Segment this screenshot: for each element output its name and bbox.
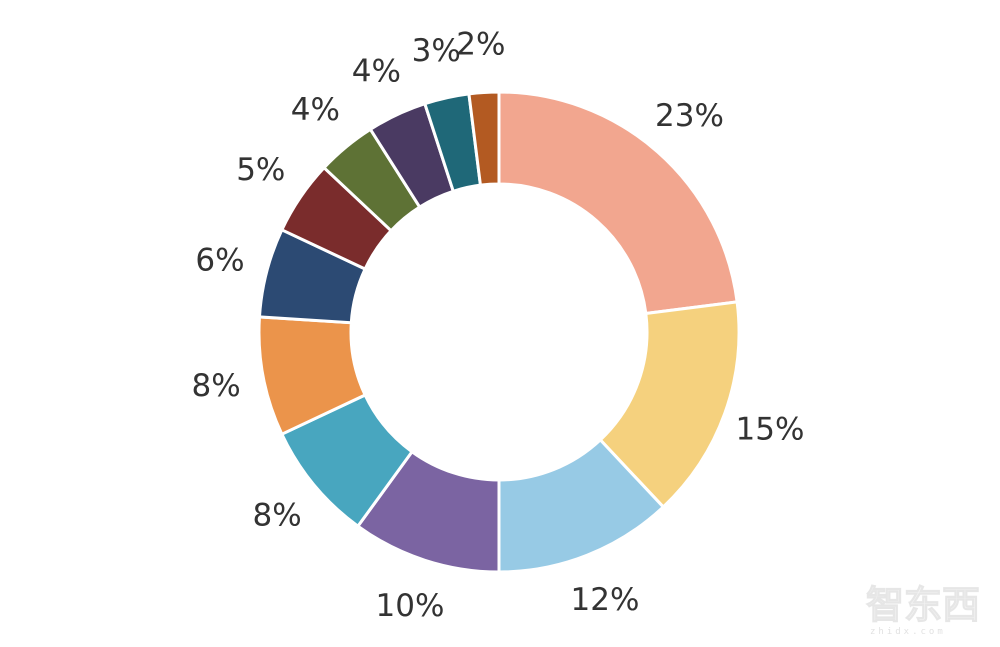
donut-slice [467, 90, 501, 187]
slice-label: 6% [195, 242, 244, 278]
watermark-text: 智东西 [866, 583, 980, 627]
donut-slices [257, 90, 741, 574]
donut-slice [497, 90, 739, 316]
slice-label: 5% [236, 152, 285, 188]
slice-label: 4% [291, 92, 340, 128]
slice-label: 10% [376, 588, 445, 624]
slice-label: 2% [456, 27, 505, 63]
watermark-logo: 智东西 zhidx.com [866, 583, 981, 638]
slice-label: 15% [736, 412, 805, 448]
slice-label: 4% [352, 53, 401, 89]
slice-label: 23% [655, 98, 724, 134]
slice-label: 8% [192, 368, 241, 404]
slice-label: 8% [253, 498, 302, 534]
slice-label: 3% [412, 33, 461, 69]
slice-label: 12% [571, 582, 640, 618]
watermark-subtext: zhidx.com [870, 627, 946, 637]
slice-labels: 23%15%12%10%8%8%6%5%4%4%3%2% [192, 27, 805, 624]
